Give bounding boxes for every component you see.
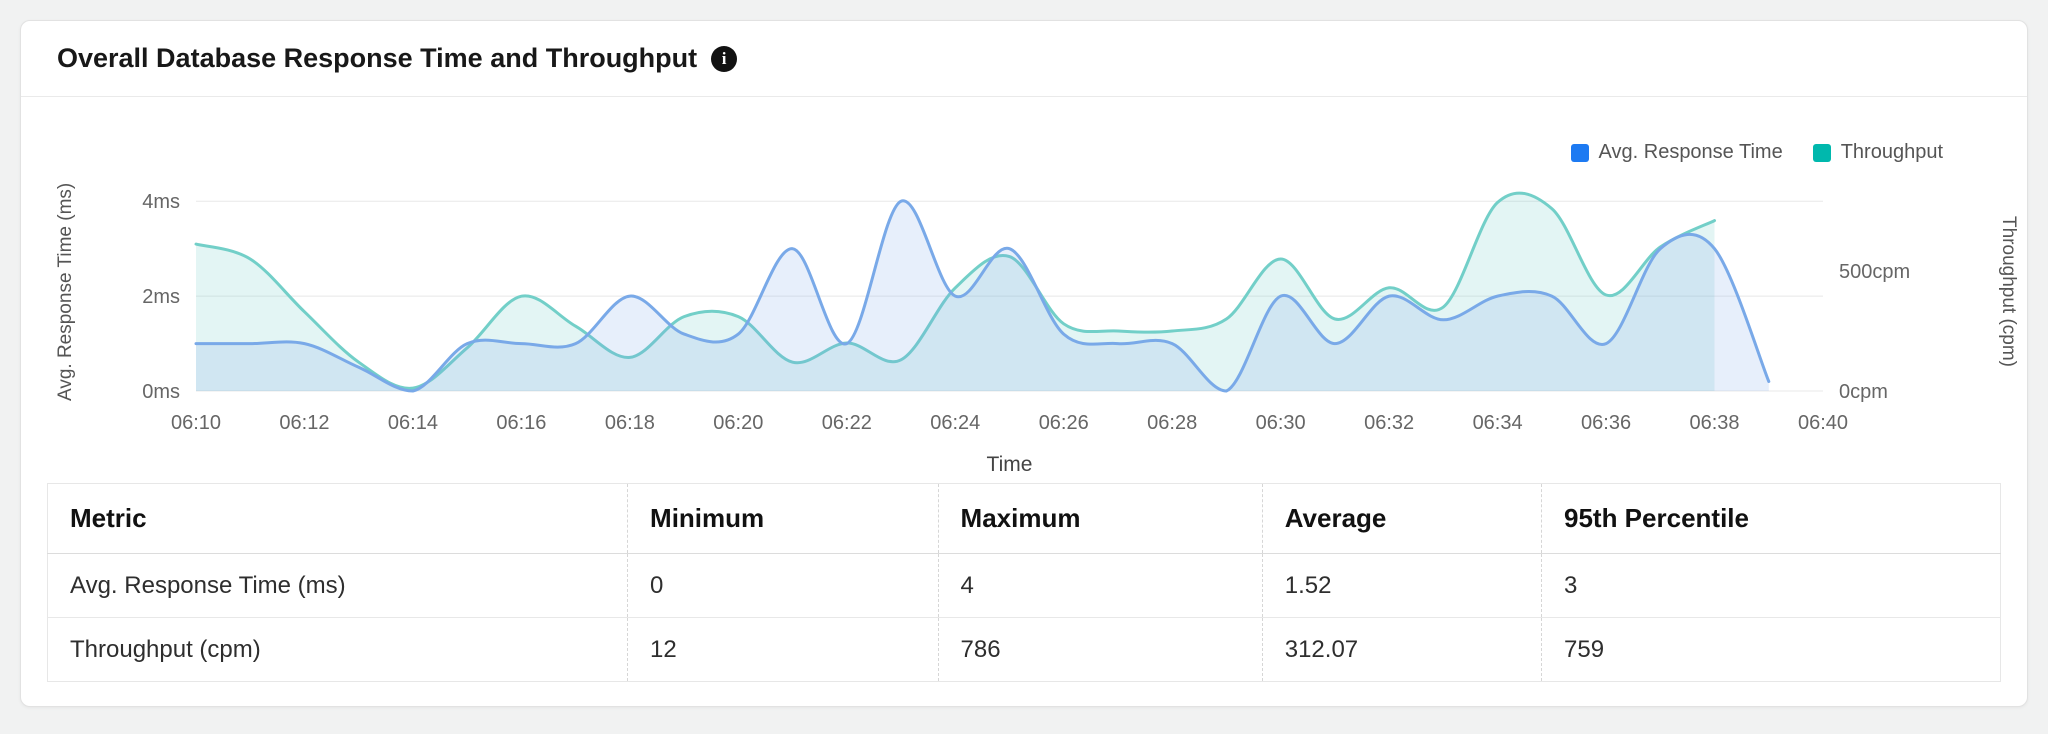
table-row-throughput: Throughput (cpm) 12 786 312.07 759 (47, 617, 2001, 682)
x-axis-title: Time (986, 453, 1033, 476)
table-section: Metric Minimum Maximum Average 95th Perc… (21, 483, 2027, 706)
svg-text:06:32: 06:32 (1364, 412, 1414, 434)
svg-text:0cpm: 0cpm (1839, 381, 1888, 403)
legend-item-throughput[interactable]: Throughput (1812, 141, 1943, 164)
metric-min-cell: 12 (627, 617, 939, 682)
svg-text:06:40: 06:40 (1798, 412, 1848, 434)
legend-swatch-response-time (1570, 143, 1589, 162)
svg-text:06:18: 06:18 (605, 412, 655, 434)
column-header-average: Average (1261, 483, 1542, 554)
metric-p95-cell: 3 (1541, 553, 2001, 618)
svg-text:06:30: 06:30 (1256, 412, 1306, 434)
column-header-95th-percentile: 95th Percentile (1541, 483, 2001, 554)
svg-text:06:34: 06:34 (1473, 412, 1523, 434)
metric-max-cell: 786 (937, 617, 1263, 682)
metric-avg-cell: 312.07 (1261, 617, 1542, 682)
metrics-table: Metric Minimum Maximum Average 95th Perc… (47, 483, 2001, 682)
svg-text:2ms: 2ms (142, 286, 180, 308)
metrics-panel: Overall Database Response Time and Throu… (20, 20, 2028, 707)
svg-text:500cpm: 500cpm (1839, 261, 1910, 283)
svg-text:06:22: 06:22 (822, 412, 872, 434)
legend-label-response-time: Avg. Response Time (1598, 141, 1783, 163)
svg-text:06:20: 06:20 (713, 412, 763, 434)
svg-text:06:38: 06:38 (1690, 412, 1740, 434)
table-row-response-time: Avg. Response Time (ms) 0 4 1.52 3 (47, 553, 2001, 618)
chart-canvas[interactable]: 0ms 2ms 4ms 0cpm 500cpm 06:10 06:12 06:14 06:16 0… (21, 97, 2027, 483)
metric-p95-cell: 759 (1541, 617, 2001, 682)
metric-name-cell: Throughput (cpm) (47, 617, 628, 682)
legend-label-throughput: Throughput (1840, 141, 1943, 163)
svg-text:06:10: 06:10 (171, 412, 221, 434)
legend-swatch-throughput (1812, 143, 1831, 162)
panel-title: Overall Database Response Time and Throu… (57, 43, 698, 73)
svg-text:06:24: 06:24 (930, 412, 980, 434)
panel-header: Overall Database Response Time and Throu… (21, 21, 2027, 97)
table-header-row: Metric Minimum Maximum Average 95th Perc… (47, 483, 2001, 554)
column-header-minimum: Minimum (627, 483, 939, 554)
chart-legend: Avg. Response Time Throughput (1570, 141, 1943, 164)
svg-text:06:28: 06:28 (1147, 412, 1197, 434)
metric-avg-cell: 1.52 (1261, 553, 1542, 618)
svg-text:06:14: 06:14 (388, 412, 438, 434)
svg-text:06:36: 06:36 (1581, 412, 1631, 434)
column-header-maximum: Maximum (937, 483, 1263, 554)
svg-text:4ms: 4ms (142, 191, 180, 213)
chart-section: Avg. Response Time Throughput Avg. Respo… (21, 97, 2027, 483)
column-header-metric: Metric (47, 483, 628, 554)
info-icon[interactable]: i (711, 45, 738, 72)
svg-text:06:12: 06:12 (279, 412, 329, 434)
y-axis-label-right: Throughput (cpm) (1998, 216, 2019, 368)
svg-text:06:26: 06:26 (1039, 412, 1089, 434)
svg-text:06:16: 06:16 (496, 412, 546, 434)
metric-max-cell: 4 (937, 553, 1263, 618)
metric-min-cell: 0 (627, 553, 939, 618)
legend-item-response-time[interactable]: Avg. Response Time (1570, 141, 1783, 164)
metric-name-cell: Avg. Response Time (ms) (47, 553, 628, 618)
svg-text:0ms: 0ms (142, 381, 180, 403)
